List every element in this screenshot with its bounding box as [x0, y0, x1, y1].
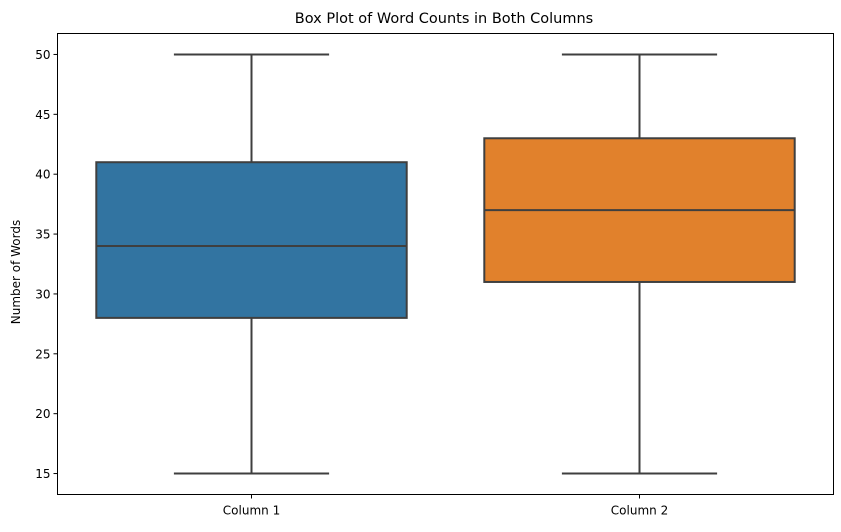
y-tick-label-15: 15 — [35, 467, 50, 481]
y-tick-label-50: 50 — [35, 48, 50, 62]
y-tick-label-35: 35 — [35, 228, 50, 242]
y-axis-label: Number of Words — [9, 220, 23, 325]
box-1 — [95, 161, 408, 319]
axes-frame — [57, 33, 834, 495]
y-tick-label-25: 25 — [35, 347, 50, 361]
y-tick-label-30: 30 — [35, 287, 50, 301]
plot-area: Column 1 Column 2 15 20 25 30 35 40 45 50 — [35, 33, 834, 518]
y-tick-label-20: 20 — [35, 407, 50, 421]
chart-title: Box Plot of Word Counts in Both Columns — [295, 11, 593, 27]
y-tick-label-40: 40 — [35, 168, 50, 182]
x-tick-label-1: Column 1 — [223, 504, 280, 518]
x-tick-label-2: Column 2 — [611, 504, 668, 518]
y-tick-label-45: 45 — [35, 108, 50, 122]
